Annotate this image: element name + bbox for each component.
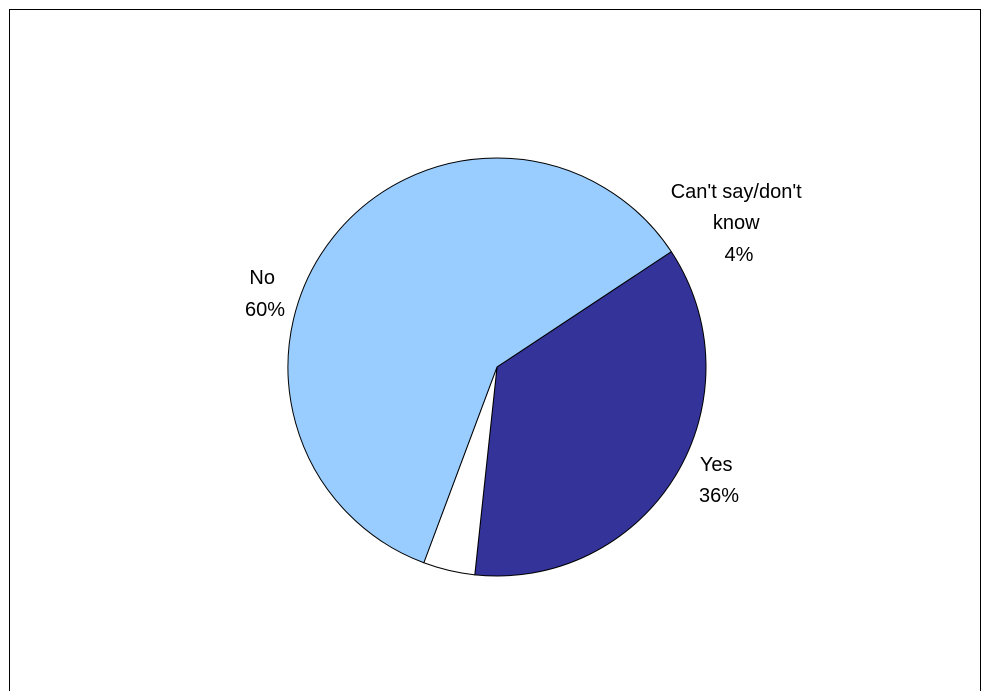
slice-yes <box>474 250 707 577</box>
slice-no <box>287 157 672 564</box>
pie-slices <box>287 157 707 577</box>
data-label-cant-say: Can't say/don't know 4% <box>671 181 808 266</box>
data-label-no-value: 60% <box>245 299 285 321</box>
data-label-cant-say-line1: Can't say/don't <box>671 181 802 203</box>
data-label-yes: Yes 36% <box>699 454 739 507</box>
data-label-no: No 60% <box>245 267 285 321</box>
data-label-no-name: No <box>249 267 275 289</box>
data-label-yes-name: Yes <box>700 454 733 476</box>
data-label-yes-value: 36% <box>699 485 739 507</box>
data-label-cant-say-value: 4% <box>725 244 754 266</box>
data-label-cant-say-line2: know <box>713 212 760 234</box>
